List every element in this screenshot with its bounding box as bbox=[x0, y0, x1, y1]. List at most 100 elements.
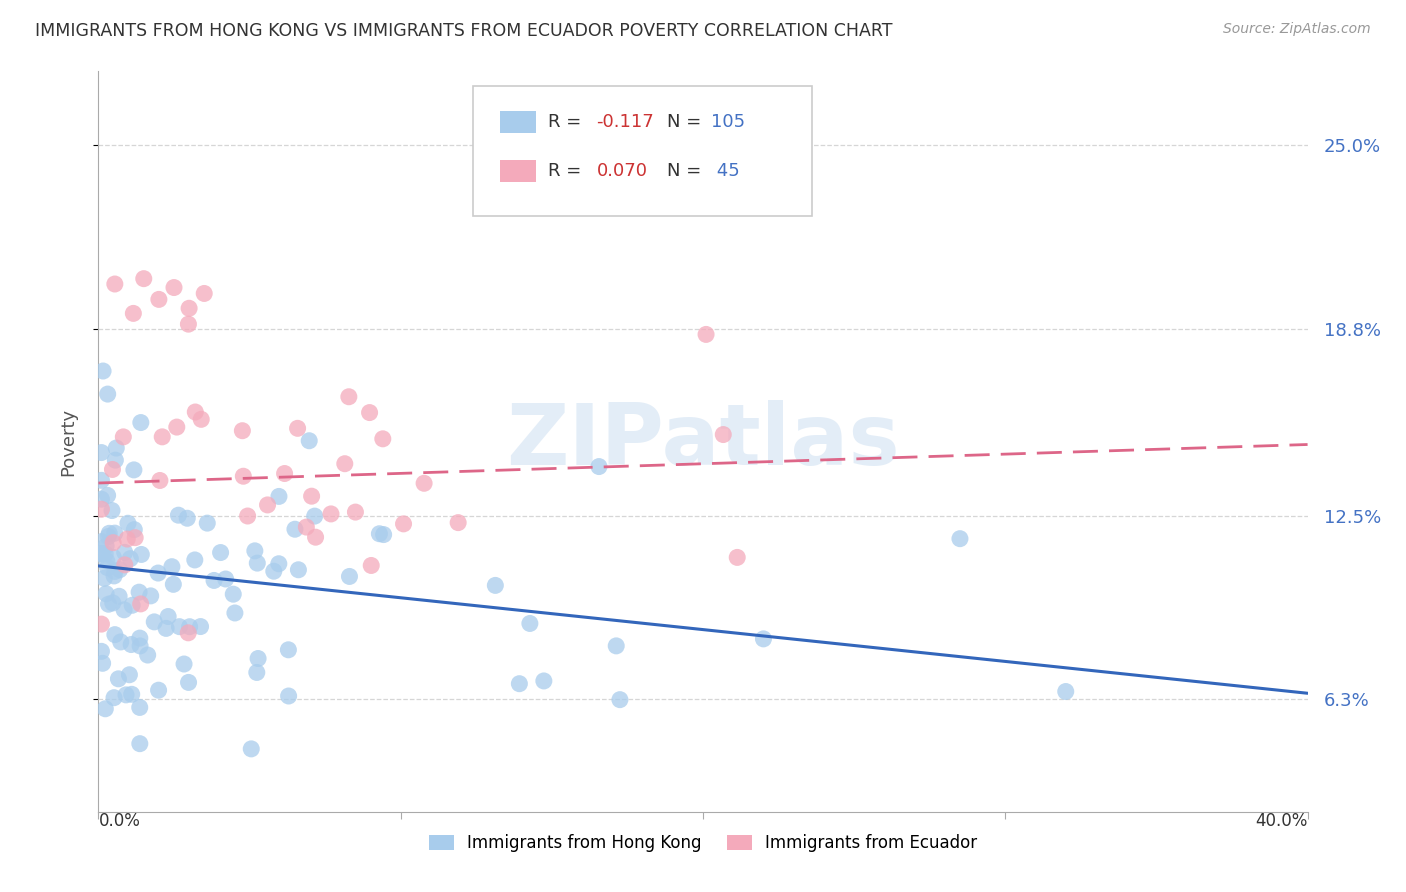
Point bbox=[193, 286, 215, 301]
Point bbox=[103, 569, 125, 583]
Point bbox=[173, 657, 195, 671]
Point bbox=[90, 492, 112, 507]
Point bbox=[96, 554, 118, 568]
Point bbox=[150, 430, 173, 444]
Point bbox=[112, 603, 135, 617]
FancyBboxPatch shape bbox=[474, 87, 811, 216]
Point bbox=[94, 587, 117, 601]
Point bbox=[118, 667, 141, 681]
Point bbox=[114, 545, 136, 559]
Point bbox=[146, 566, 169, 580]
Text: 0.070: 0.070 bbox=[596, 162, 648, 180]
Y-axis label: Poverty: Poverty bbox=[59, 408, 77, 475]
Point bbox=[124, 531, 146, 545]
Point bbox=[163, 280, 186, 294]
Text: Source: ZipAtlas.com: Source: ZipAtlas.com bbox=[1223, 22, 1371, 37]
Point bbox=[344, 505, 367, 519]
Point bbox=[124, 523, 146, 537]
Point bbox=[588, 459, 610, 474]
Point bbox=[711, 427, 734, 442]
Point bbox=[121, 599, 143, 613]
Point bbox=[129, 597, 152, 611]
Point bbox=[117, 516, 139, 531]
Text: 105: 105 bbox=[711, 112, 745, 131]
Point bbox=[90, 502, 112, 516]
Point bbox=[247, 651, 270, 665]
Point bbox=[1054, 684, 1077, 698]
Point bbox=[101, 503, 124, 517]
Point bbox=[101, 535, 124, 549]
Point bbox=[108, 563, 131, 577]
Point bbox=[231, 424, 253, 438]
Point bbox=[160, 559, 183, 574]
Point bbox=[110, 635, 132, 649]
Point bbox=[122, 306, 145, 320]
Point bbox=[176, 511, 198, 525]
Point bbox=[304, 509, 326, 524]
Point bbox=[129, 416, 152, 430]
Point bbox=[360, 558, 382, 573]
Point bbox=[609, 692, 631, 706]
Point bbox=[605, 639, 627, 653]
Point bbox=[240, 742, 263, 756]
Point bbox=[121, 687, 143, 701]
Point bbox=[184, 553, 207, 567]
Point bbox=[114, 558, 136, 572]
Point bbox=[301, 489, 323, 503]
Point bbox=[508, 676, 530, 690]
Point bbox=[752, 632, 775, 646]
Point bbox=[277, 689, 299, 703]
Point bbox=[179, 301, 201, 316]
Point bbox=[136, 648, 159, 662]
Bar bbox=[501, 111, 536, 133]
Point bbox=[103, 690, 125, 705]
Point bbox=[98, 526, 121, 541]
Point bbox=[368, 526, 391, 541]
Point bbox=[155, 621, 177, 635]
Point bbox=[243, 544, 266, 558]
Point bbox=[115, 532, 138, 546]
Point bbox=[104, 526, 127, 541]
Text: R =: R = bbox=[548, 162, 588, 180]
Point bbox=[287, 563, 309, 577]
Point bbox=[128, 585, 150, 599]
Point bbox=[413, 476, 436, 491]
Point bbox=[339, 569, 361, 583]
Point bbox=[157, 609, 180, 624]
Point bbox=[93, 571, 115, 585]
Point bbox=[90, 445, 112, 459]
Point bbox=[105, 441, 128, 455]
Point bbox=[725, 550, 748, 565]
Text: N =: N = bbox=[666, 162, 707, 180]
Point bbox=[97, 387, 120, 401]
Point bbox=[91, 657, 114, 671]
Point bbox=[177, 317, 200, 331]
Point bbox=[101, 596, 124, 610]
Text: 0.0%: 0.0% bbox=[98, 812, 141, 830]
Legend: Immigrants from Hong Kong, Immigrants from Ecuador: Immigrants from Hong Kong, Immigrants fr… bbox=[422, 828, 984, 859]
Point bbox=[284, 522, 307, 536]
Point bbox=[298, 434, 321, 448]
Point bbox=[177, 625, 200, 640]
Point bbox=[103, 550, 125, 565]
Text: R =: R = bbox=[548, 112, 588, 131]
Point bbox=[166, 420, 188, 434]
Point bbox=[246, 665, 269, 680]
Point bbox=[148, 683, 170, 698]
Point bbox=[107, 672, 129, 686]
Point bbox=[190, 619, 212, 633]
Point bbox=[224, 606, 246, 620]
Point bbox=[129, 639, 152, 653]
Point bbox=[90, 534, 112, 549]
Point bbox=[295, 520, 318, 534]
Point bbox=[131, 548, 153, 562]
Text: -0.117: -0.117 bbox=[596, 112, 654, 131]
Point bbox=[94, 702, 117, 716]
Point bbox=[267, 557, 290, 571]
Point bbox=[128, 631, 150, 645]
Point bbox=[120, 638, 142, 652]
Bar bbox=[501, 161, 536, 183]
Text: 45: 45 bbox=[711, 162, 740, 180]
Point bbox=[94, 539, 117, 553]
Point bbox=[91, 364, 114, 378]
